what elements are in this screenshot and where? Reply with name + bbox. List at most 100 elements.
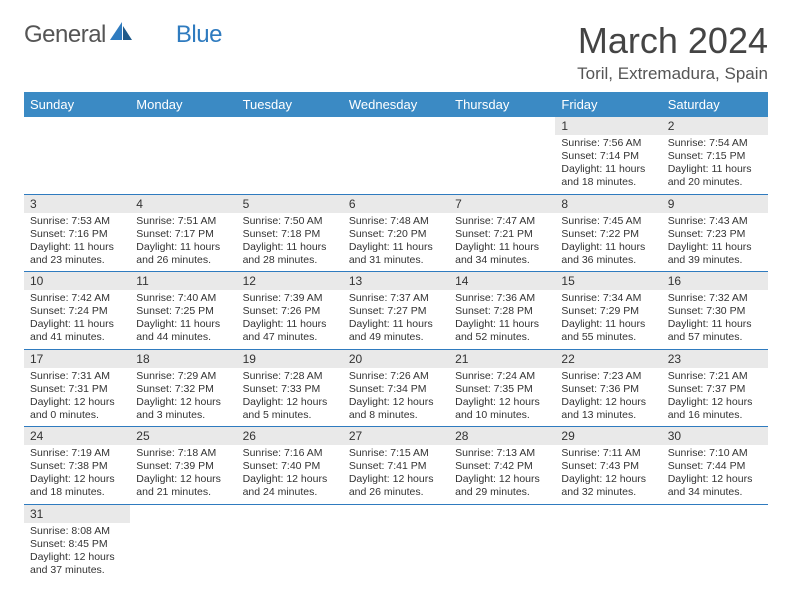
day-number: 8 (555, 195, 661, 213)
calendar-cell: 6Sunrise: 7:48 AMSunset: 7:20 PMDaylight… (343, 194, 449, 272)
day-number: 4 (130, 195, 236, 213)
day-number: 7 (449, 195, 555, 213)
calendar-cell (130, 117, 236, 194)
day-number: 29 (555, 427, 661, 445)
calendar-cell (130, 504, 236, 581)
day-data: Sunrise: 7:10 AMSunset: 7:44 PMDaylight:… (662, 445, 768, 504)
calendar-cell: 31Sunrise: 8:08 AMSunset: 8:45 PMDayligh… (24, 504, 130, 581)
day-number: 1 (555, 117, 661, 135)
sail-icon (108, 20, 134, 49)
day-number: 24 (24, 427, 130, 445)
calendar-cell (237, 117, 343, 194)
day-data: Sunrise: 7:54 AMSunset: 7:15 PMDaylight:… (662, 135, 768, 194)
day-number: 28 (449, 427, 555, 445)
day-data: Sunrise: 7:24 AMSunset: 7:35 PMDaylight:… (449, 368, 555, 427)
day-data: Sunrise: 7:21 AMSunset: 7:37 PMDaylight:… (662, 368, 768, 427)
calendar-cell: 25Sunrise: 7:18 AMSunset: 7:39 PMDayligh… (130, 427, 236, 505)
day-data: Sunrise: 7:11 AMSunset: 7:43 PMDaylight:… (555, 445, 661, 504)
day-data: Sunrise: 8:08 AMSunset: 8:45 PMDaylight:… (24, 523, 130, 582)
weekday-header: Monday (130, 92, 236, 117)
title-block: March 2024 Toril, Extremadura, Spain (577, 20, 768, 84)
weekday-header: Friday (555, 92, 661, 117)
header: General Blue March 2024 Toril, Extremadu… (24, 20, 768, 84)
calendar-cell (237, 504, 343, 581)
day-data: Sunrise: 7:37 AMSunset: 7:27 PMDaylight:… (343, 290, 449, 349)
weekday-header: Saturday (662, 92, 768, 117)
calendar-cell: 22Sunrise: 7:23 AMSunset: 7:36 PMDayligh… (555, 349, 661, 427)
weekday-header-row: Sunday Monday Tuesday Wednesday Thursday… (24, 92, 768, 117)
day-data: Sunrise: 7:26 AMSunset: 7:34 PMDaylight:… (343, 368, 449, 427)
day-data: Sunrise: 7:34 AMSunset: 7:29 PMDaylight:… (555, 290, 661, 349)
calendar-row: 31Sunrise: 8:08 AMSunset: 8:45 PMDayligh… (24, 504, 768, 581)
page-title: March 2024 (577, 20, 768, 62)
day-number: 16 (662, 272, 768, 290)
calendar-row: 24Sunrise: 7:19 AMSunset: 7:38 PMDayligh… (24, 427, 768, 505)
day-data: Sunrise: 7:45 AMSunset: 7:22 PMDaylight:… (555, 213, 661, 272)
calendar-cell: 14Sunrise: 7:36 AMSunset: 7:28 PMDayligh… (449, 272, 555, 350)
day-data: Sunrise: 7:47 AMSunset: 7:21 PMDaylight:… (449, 213, 555, 272)
day-data: Sunrise: 7:40 AMSunset: 7:25 PMDaylight:… (130, 290, 236, 349)
calendar-row: 17Sunrise: 7:31 AMSunset: 7:31 PMDayligh… (24, 349, 768, 427)
logo: General Blue (24, 20, 222, 49)
calendar-cell (343, 117, 449, 194)
calendar-cell (449, 504, 555, 581)
weekday-header: Tuesday (237, 92, 343, 117)
day-number: 14 (449, 272, 555, 290)
day-data: Sunrise: 7:29 AMSunset: 7:32 PMDaylight:… (130, 368, 236, 427)
weekday-header: Thursday (449, 92, 555, 117)
day-number: 19 (237, 350, 343, 368)
day-number: 25 (130, 427, 236, 445)
day-number: 5 (237, 195, 343, 213)
day-number: 17 (24, 350, 130, 368)
day-number: 23 (662, 350, 768, 368)
calendar-cell (343, 504, 449, 581)
day-data: Sunrise: 7:48 AMSunset: 7:20 PMDaylight:… (343, 213, 449, 272)
day-data: Sunrise: 7:28 AMSunset: 7:33 PMDaylight:… (237, 368, 343, 427)
calendar-cell: 3Sunrise: 7:53 AMSunset: 7:16 PMDaylight… (24, 194, 130, 272)
calendar-cell: 27Sunrise: 7:15 AMSunset: 7:41 PMDayligh… (343, 427, 449, 505)
calendar-row: 3Sunrise: 7:53 AMSunset: 7:16 PMDaylight… (24, 194, 768, 272)
day-number: 15 (555, 272, 661, 290)
calendar-cell: 1Sunrise: 7:56 AMSunset: 7:14 PMDaylight… (555, 117, 661, 194)
calendar-cell: 23Sunrise: 7:21 AMSunset: 7:37 PMDayligh… (662, 349, 768, 427)
day-number: 26 (237, 427, 343, 445)
calendar-cell: 15Sunrise: 7:34 AMSunset: 7:29 PMDayligh… (555, 272, 661, 350)
logo-text-1: General (24, 21, 106, 49)
day-data: Sunrise: 7:56 AMSunset: 7:14 PMDaylight:… (555, 135, 661, 194)
day-data: Sunrise: 7:50 AMSunset: 7:18 PMDaylight:… (237, 213, 343, 272)
calendar-cell: 19Sunrise: 7:28 AMSunset: 7:33 PMDayligh… (237, 349, 343, 427)
day-number: 30 (662, 427, 768, 445)
day-number: 9 (662, 195, 768, 213)
calendar-cell: 8Sunrise: 7:45 AMSunset: 7:22 PMDaylight… (555, 194, 661, 272)
day-data: Sunrise: 7:39 AMSunset: 7:26 PMDaylight:… (237, 290, 343, 349)
day-number: 20 (343, 350, 449, 368)
day-data: Sunrise: 7:43 AMSunset: 7:23 PMDaylight:… (662, 213, 768, 272)
day-number: 6 (343, 195, 449, 213)
calendar-cell: 24Sunrise: 7:19 AMSunset: 7:38 PMDayligh… (24, 427, 130, 505)
calendar-cell (449, 117, 555, 194)
day-number: 11 (130, 272, 236, 290)
calendar-cell (24, 117, 130, 194)
calendar-cell: 28Sunrise: 7:13 AMSunset: 7:42 PMDayligh… (449, 427, 555, 505)
day-number: 27 (343, 427, 449, 445)
day-data: Sunrise: 7:42 AMSunset: 7:24 PMDaylight:… (24, 290, 130, 349)
calendar-cell: 21Sunrise: 7:24 AMSunset: 7:35 PMDayligh… (449, 349, 555, 427)
day-number: 2 (662, 117, 768, 135)
calendar-cell (662, 504, 768, 581)
day-data: Sunrise: 7:15 AMSunset: 7:41 PMDaylight:… (343, 445, 449, 504)
day-number: 22 (555, 350, 661, 368)
day-data: Sunrise: 7:19 AMSunset: 7:38 PMDaylight:… (24, 445, 130, 504)
calendar-cell: 5Sunrise: 7:50 AMSunset: 7:18 PMDaylight… (237, 194, 343, 272)
calendar-cell: 13Sunrise: 7:37 AMSunset: 7:27 PMDayligh… (343, 272, 449, 350)
calendar-cell: 12Sunrise: 7:39 AMSunset: 7:26 PMDayligh… (237, 272, 343, 350)
day-number: 10 (24, 272, 130, 290)
location: Toril, Extremadura, Spain (577, 64, 768, 84)
day-number: 13 (343, 272, 449, 290)
calendar-row: 1Sunrise: 7:56 AMSunset: 7:14 PMDaylight… (24, 117, 768, 194)
calendar-cell: 20Sunrise: 7:26 AMSunset: 7:34 PMDayligh… (343, 349, 449, 427)
calendar-cell: 26Sunrise: 7:16 AMSunset: 7:40 PMDayligh… (237, 427, 343, 505)
calendar-cell: 16Sunrise: 7:32 AMSunset: 7:30 PMDayligh… (662, 272, 768, 350)
day-number: 18 (130, 350, 236, 368)
logo-text-2: Blue (176, 21, 222, 49)
day-number: 12 (237, 272, 343, 290)
